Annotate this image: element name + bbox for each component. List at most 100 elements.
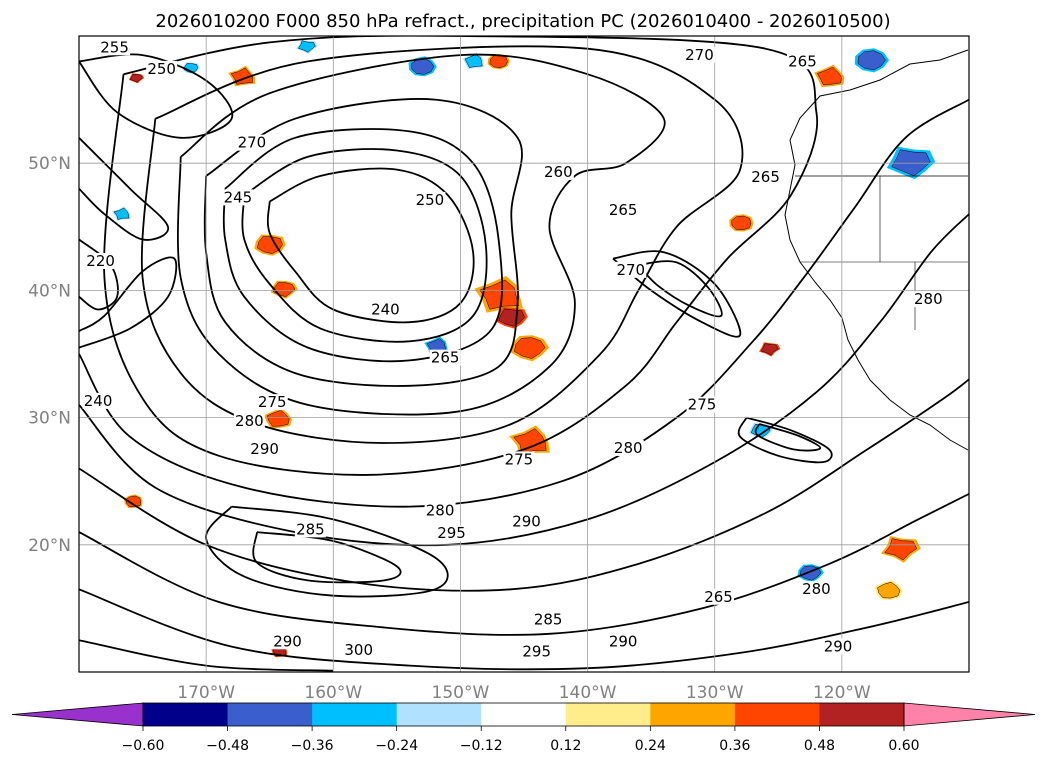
contour-250: [222, 128, 504, 363]
colorbar-tick-label: −0.36: [291, 738, 334, 754]
contour-label: 280: [802, 580, 831, 598]
x-tick-label: 160°W: [304, 683, 362, 703]
latitude-tick-labels: 50°N 40°N 30°N 20°N: [28, 154, 71, 556]
colorbar-segment: [734, 703, 820, 726]
colorbar-segment: [227, 703, 313, 726]
contour-295: [79, 588, 969, 671]
contour-label-bg: [222, 189, 254, 206]
colorbar-tick-label: −0.60: [122, 738, 165, 754]
y-tick-label: 20°N: [28, 536, 71, 556]
contour-label-bg: [99, 39, 131, 56]
x-tick-label: 120°W: [813, 683, 871, 703]
contour-label-bg: [424, 502, 456, 519]
colorbar-segment: [650, 703, 736, 726]
contour-label-bg: [429, 349, 461, 366]
contour-label-bg: [532, 611, 564, 628]
contour-label-bg: [683, 46, 715, 63]
colorbar-tick-label: 0.48: [804, 738, 835, 754]
contour-label: 290: [250, 440, 279, 458]
precip-patch: [884, 538, 918, 561]
contour-label-bg: [85, 252, 117, 269]
x-tick-label: 130°W: [686, 683, 744, 703]
contour-label: 275: [688, 396, 717, 414]
contour-label: 275: [258, 393, 287, 411]
precipitation-layer: [111, 39, 936, 658]
contour-label: 290: [609, 632, 638, 650]
contour-label-bg: [822, 638, 854, 655]
contour-label: 270: [616, 261, 645, 279]
contour-label-bg: [236, 134, 268, 151]
x-tick-label: 170°W: [177, 683, 235, 703]
longitude-tick-labels: 170°W 160°W 150°W 140°W 130°W 120°W: [177, 683, 871, 703]
precip-patch: [731, 215, 752, 231]
precip-patch: [266, 410, 290, 427]
contour-label: 265: [609, 201, 638, 219]
precip-patch: [113, 207, 130, 220]
contour-label-bg: [686, 396, 718, 413]
contour-255: [203, 98, 523, 387]
contour-label: 295: [522, 642, 551, 660]
contour-label-bg: [369, 301, 401, 318]
precip-patch: [760, 343, 779, 356]
precip-patch: [297, 40, 316, 53]
contour-label: 300: [344, 641, 373, 659]
contour-label: 280: [235, 412, 264, 430]
contour-label: 245: [224, 188, 253, 206]
y-tick-label: 50°N: [28, 154, 71, 174]
colorbar-extend-min: [11, 702, 144, 727]
precip-patch: [817, 66, 842, 86]
y-tick-label: 40°N: [28, 281, 71, 301]
contour-label-bg: [414, 191, 446, 208]
contour-label-bg: [615, 261, 647, 278]
contour-265: [140, 45, 744, 444]
colorbar: −0.60 −0.48 −0.36 −0.24 −0.12 0.12 0.24 0.36 0.4…: [11, 702, 1036, 754]
contour-label: 240: [371, 300, 400, 318]
precip-patch: [857, 50, 886, 71]
x-tick-label: 150°W: [432, 683, 490, 703]
contour-label: 240: [84, 392, 113, 410]
contour-290: [79, 493, 969, 636]
colorbar-tick-label: −0.24: [375, 738, 418, 754]
contour-label: 290: [273, 632, 302, 650]
colorbar-segment: [565, 703, 651, 726]
coastline-layer: [784, 49, 969, 451]
contour-label-bg: [612, 439, 644, 456]
contour-245: [241, 148, 488, 343]
contour-label-bg: [542, 163, 574, 180]
precip-patch: [464, 54, 483, 68]
refractivity-contour-layer: [79, 36, 969, 672]
colorbar-tick-label: 0.24: [635, 738, 666, 754]
contour-280: [754, 423, 822, 452]
colorbar-tick-label: 0.60: [888, 738, 919, 754]
contour-label-bg: [503, 451, 535, 468]
contour-275: [637, 260, 723, 318]
contour-label-bg: [82, 392, 114, 409]
precip-patch: [129, 73, 143, 83]
contour-label-bg: [146, 60, 178, 77]
contour-240: [79, 256, 178, 349]
colorbar-segment: [481, 703, 567, 726]
contour-label-bg: [294, 521, 326, 538]
map-frame: [78, 35, 970, 673]
contour-285: [79, 378, 969, 592]
contour-label-bg: [343, 642, 375, 659]
colorbar-segment: [143, 703, 229, 726]
contour-label-bg: [511, 513, 543, 530]
contour-label-bg: [256, 394, 288, 411]
contour-label: 265: [704, 588, 733, 606]
contour-label: 280: [426, 501, 455, 519]
contour-label-bg: [233, 413, 265, 430]
contour-label: 275: [505, 450, 534, 468]
contour-label: 265: [788, 52, 817, 70]
precip-patch: [891, 149, 931, 176]
colorbar-segment: [819, 703, 905, 726]
contour-label: 250: [147, 60, 176, 78]
contour-label-bg: [786, 53, 818, 70]
contour-label-bg: [703, 588, 735, 605]
contour-label: 220: [86, 252, 115, 270]
contour-260: [79, 137, 169, 241]
precip-patch: [230, 67, 253, 85]
